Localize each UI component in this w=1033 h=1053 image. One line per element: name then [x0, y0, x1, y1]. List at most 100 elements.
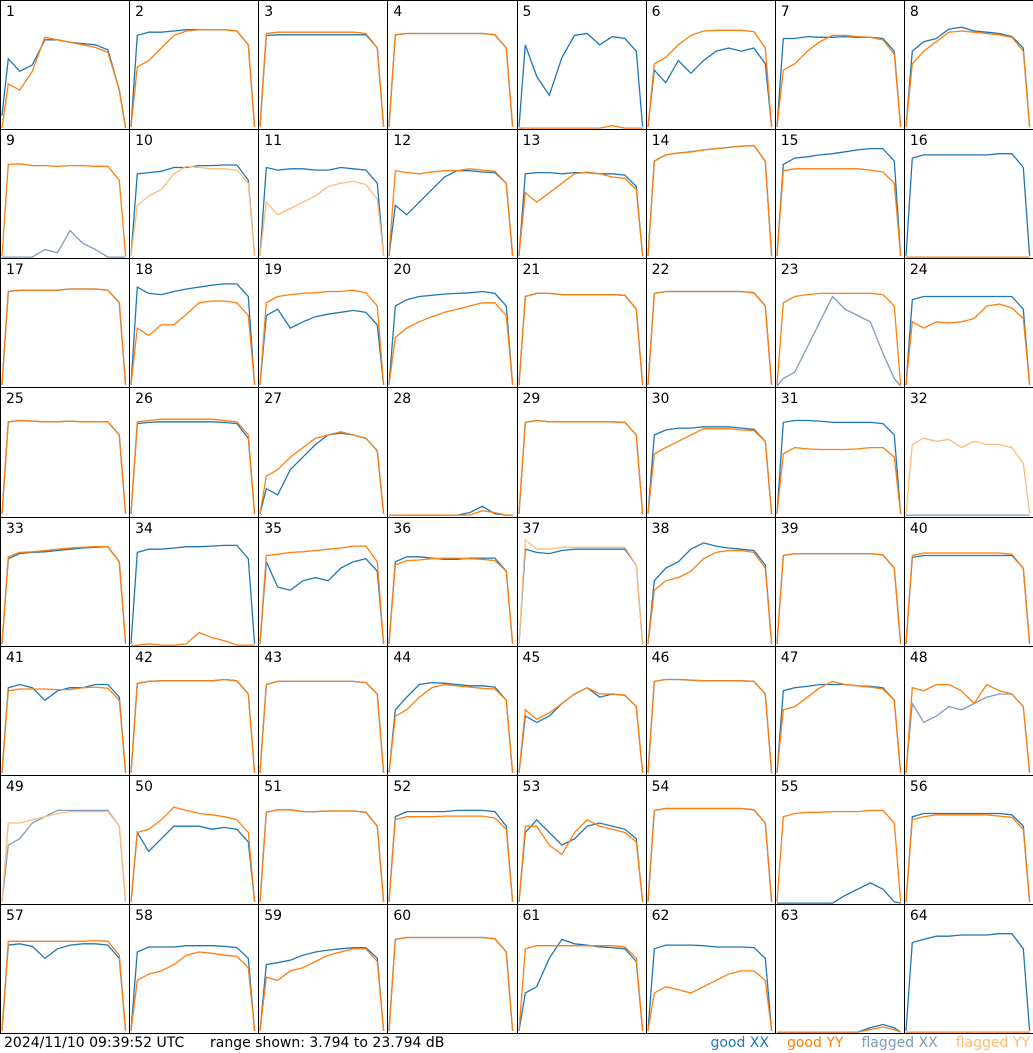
series-xx-good	[259, 308, 385, 386]
tile-16: 16	[903, 129, 1033, 260]
tile-plot	[905, 932, 1031, 1033]
tile-plot	[130, 544, 256, 646]
series-xx-good	[388, 291, 514, 386]
series-xx-good	[259, 432, 385, 515]
footer: 2024/11/10 09:39:52 UTC range shown: 3.7…	[0, 1033, 1033, 1053]
series-xx-good	[1, 545, 127, 644]
tile-plot	[130, 806, 256, 902]
tile-17: 17	[0, 258, 131, 389]
series-yy-good	[646, 144, 772, 256]
tile-plot	[388, 32, 514, 127]
series-xx-flagged	[2, 229, 126, 258]
series-xx-good	[1, 420, 127, 515]
tile-number: 37	[522, 520, 541, 537]
tile-38: 38	[645, 516, 776, 647]
tile-plot	[259, 544, 385, 644]
tile-57: 57	[0, 903, 131, 1034]
tile-25: 25	[0, 387, 131, 518]
tile-61: 61	[516, 903, 647, 1034]
tile-13: 13	[516, 129, 647, 260]
series-yy-good	[646, 970, 772, 1031]
series-xx-good	[388, 170, 514, 257]
tile-64: 64	[903, 903, 1033, 1034]
tile-number: 58	[135, 907, 153, 924]
tile-number: 55	[780, 778, 799, 795]
tile-23: 23	[774, 258, 905, 389]
tile-45: 45	[516, 645, 647, 776]
series-yy-good	[517, 686, 643, 773]
tile-plot	[905, 683, 1031, 773]
tile-54: 54	[645, 774, 776, 905]
tile-plot	[646, 426, 772, 515]
tile-plot	[388, 168, 514, 257]
series-yy-good	[388, 936, 514, 1031]
series-xx-good	[517, 172, 643, 256]
tile-plot	[1, 809, 127, 902]
tile-number: 7	[780, 4, 790, 20]
tile-number: 63	[780, 907, 799, 924]
series-yy-good	[776, 168, 901, 256]
series-yy-flagged	[259, 180, 385, 257]
tile-plot	[388, 555, 514, 644]
series-yy-good	[130, 678, 256, 773]
tile-number: 45	[522, 649, 541, 666]
tile-plot	[776, 809, 901, 904]
tile-plot	[517, 818, 643, 902]
tile-47: 47	[774, 645, 905, 776]
tile-plot	[259, 431, 385, 515]
series-yy-good	[388, 168, 514, 256]
tile-number: 62	[651, 907, 670, 924]
tile-plot	[259, 680, 385, 773]
range-text: range shown: 3.794 to 23.794 dB	[210, 1035, 445, 1051]
tile-41: 41	[0, 645, 131, 776]
tile-plot	[517, 420, 643, 515]
series-xx-good	[646, 426, 772, 515]
tile-plot	[259, 289, 385, 386]
tile-35: 35	[258, 516, 389, 647]
series-yy-good	[776, 34, 901, 127]
tile-plot	[259, 166, 385, 257]
series-xx-good	[130, 164, 256, 256]
tile-number: 34	[135, 520, 153, 537]
tile-21: 21	[516, 258, 647, 389]
series-xx-good	[1, 39, 127, 129]
series-yy-flagged	[517, 537, 643, 644]
tile-plot	[130, 164, 256, 257]
series-yy-good	[646, 549, 772, 644]
tile-6: 6	[645, 0, 776, 131]
series-xx-good	[388, 681, 514, 773]
tile-number: 16	[909, 133, 928, 150]
tile-plot	[259, 31, 385, 127]
series-xx-good	[389, 505, 513, 517]
series-yy-good	[776, 447, 901, 515]
tile-46: 46	[645, 645, 776, 776]
series-xx-good	[776, 683, 901, 773]
tile-43: 43	[258, 645, 389, 776]
tile-31: 31	[774, 387, 905, 518]
tile-plot	[130, 29, 256, 127]
series-xx-good	[517, 293, 643, 386]
tile-56: 56	[903, 774, 1033, 905]
tile-plot	[1, 420, 127, 515]
series-yy-good	[388, 302, 514, 386]
series-yy-good	[518, 124, 643, 129]
tile-18: 18	[129, 258, 260, 389]
tile-number: 59	[264, 907, 283, 924]
legend-good-xx: good XX	[710, 1035, 769, 1051]
tile-number: 33	[6, 520, 24, 537]
series-yy-good	[517, 818, 643, 902]
tile-number: 41	[6, 649, 24, 666]
tile-34: 34	[129, 516, 260, 647]
tile-number: 51	[264, 778, 283, 795]
tile-58: 58	[129, 903, 260, 1034]
tile-plot	[130, 944, 256, 1031]
series-yy-flagged	[905, 437, 1031, 515]
tile-number: 36	[393, 520, 412, 537]
tile-plot	[776, 148, 901, 256]
series-yy-good	[646, 291, 772, 386]
series-yy-good	[259, 948, 385, 1031]
tile-number: 44	[393, 649, 412, 666]
tile-plot	[259, 808, 385, 902]
tile-plot	[388, 936, 514, 1031]
